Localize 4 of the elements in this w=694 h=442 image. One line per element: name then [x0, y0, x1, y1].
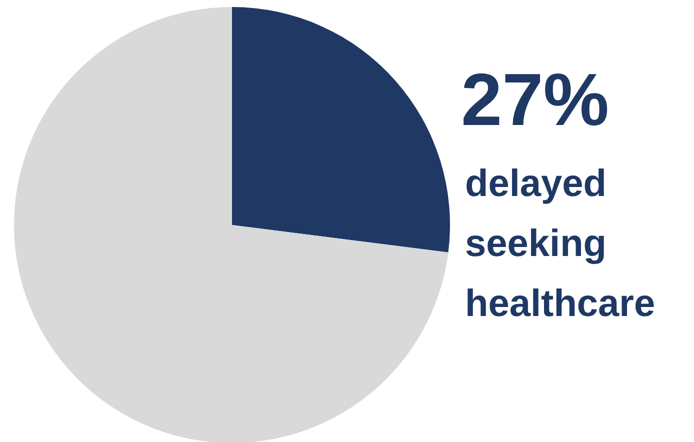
pie-slice [232, 7, 450, 252]
pie-slice [14, 7, 448, 442]
slice-label: delayed seeking healthcare [465, 163, 656, 325]
data-label: 27% [461, 58, 610, 141]
